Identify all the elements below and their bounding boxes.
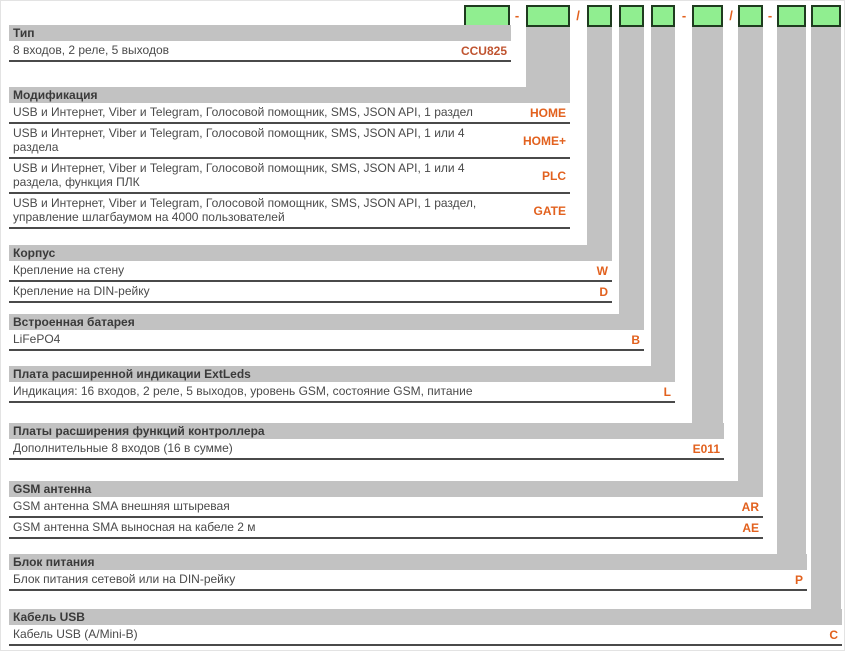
option-text: USB и Интернет, Viber и Telegram, Голосо… xyxy=(13,105,473,119)
option-row: Крепление на DIN-рейку D xyxy=(9,282,612,303)
code-box-expansion xyxy=(692,5,723,27)
section-title: Блок питания xyxy=(9,554,807,570)
connector-column-extleds xyxy=(651,25,675,382)
section-expansion-boards: Платы расширения функций контроллера Доп… xyxy=(9,423,724,460)
connector-column-expansion xyxy=(692,25,723,439)
option-text: Крепление на стену xyxy=(13,263,125,277)
section-usb-cable: Кабель USB Кабель USB (A/Mini-B) C xyxy=(9,609,842,646)
option-code: C xyxy=(829,627,838,642)
connector-column-battery xyxy=(619,25,644,330)
option-row: Крепление на стену W xyxy=(9,261,612,282)
section-title: Модификация xyxy=(9,87,570,103)
option-text: GSM антенна SMA выносная на кабеле 2 м xyxy=(13,520,256,534)
option-code: P xyxy=(794,572,803,587)
code-box-antenna xyxy=(738,5,763,27)
connector-column-power xyxy=(777,25,806,570)
option-row: LiFePO4 B xyxy=(9,330,644,351)
option-row: USB и Интернет, Viber и Telegram, Голосо… xyxy=(9,124,570,159)
code-separator-slash: / xyxy=(576,8,580,23)
option-code: D xyxy=(599,284,608,299)
option-row: USB и Интернет, Viber и Telegram, Голосо… xyxy=(9,194,570,229)
option-text: Кабель USB (A/Mini-B) xyxy=(13,627,138,641)
option-row: Дополнительные 8 входов (16 в сумме) E01… xyxy=(9,439,724,460)
section-title: Встроенная батарея xyxy=(9,314,644,330)
section-title: Кабель USB xyxy=(9,609,842,625)
option-text: 8 входов, 2 реле, 5 выходов xyxy=(13,43,170,57)
option-row: Блок питания сетевой или на DIN-рейку P xyxy=(9,570,807,591)
section-title: Корпус xyxy=(9,245,612,261)
option-code: GATE xyxy=(533,203,566,218)
option-row: GSM антенна SMA выносная на кабеле 2 м A… xyxy=(9,518,763,539)
option-text: USB и Интернет, Viber и Telegram, Голосо… xyxy=(13,126,465,154)
code-box-case xyxy=(587,5,612,27)
option-code: AR xyxy=(741,499,759,514)
option-text: Блок питания сетевой или на DIN-рейку xyxy=(13,572,236,586)
code-box-power xyxy=(777,5,806,27)
option-text: GSM антенна SMA внешняя штыревая xyxy=(13,499,230,513)
option-code: CCU825 xyxy=(460,43,507,58)
option-code: B xyxy=(631,332,640,347)
code-box-usb xyxy=(811,5,841,27)
option-code: AE xyxy=(742,520,759,535)
option-row: Индикация: 16 входов, 2 реле, 5 выходов,… xyxy=(9,382,675,403)
code-box-battery xyxy=(619,5,644,27)
section-title: Тип xyxy=(9,25,511,41)
option-text: Крепление на DIN-рейку xyxy=(13,284,150,298)
option-code: HOME xyxy=(530,105,566,120)
connector-column-antenna xyxy=(738,25,763,497)
option-code: W xyxy=(596,263,608,278)
code-separator-slash: / xyxy=(729,8,733,23)
code-separator-dash: - xyxy=(767,8,773,23)
option-code: L xyxy=(663,384,671,399)
option-row: Кабель USB (A/Mini-B) C xyxy=(9,625,842,646)
code-box-modification xyxy=(526,5,570,27)
section-type: Тип 8 входов, 2 реле, 5 выходов CCU825 xyxy=(9,25,511,62)
section-power-supply: Блок питания Блок питания сетевой или на… xyxy=(9,554,807,591)
section-title: GSM антенна xyxy=(9,481,763,497)
option-text: Дополнительные 8 входов (16 в сумме) xyxy=(13,441,233,455)
option-row: 8 входов, 2 реле, 5 выходов CCU825 xyxy=(9,41,511,62)
section-modification: Модификация USB и Интернет, Viber и Tele… xyxy=(9,87,570,229)
option-text: Индикация: 16 входов, 2 реле, 5 выходов,… xyxy=(13,384,473,398)
section-gsm-antenna: GSM антенна GSM антенна SMA внешняя штыр… xyxy=(9,481,763,539)
option-text: USB и Интернет, Viber и Telegram, Голосо… xyxy=(13,161,465,189)
connector-column-usb xyxy=(811,25,841,625)
section-title: Платы расширения функций контроллера xyxy=(9,423,724,439)
option-text: USB и Интернет, Viber и Telegram, Голосо… xyxy=(13,196,477,224)
option-code: E011 xyxy=(692,441,720,456)
section-battery: Встроенная батарея LiFePO4 B xyxy=(9,314,644,351)
option-code: HOME+ xyxy=(522,133,566,148)
option-row: GSM антенна SMA внешняя штыревая AR xyxy=(9,497,763,518)
code-box-type xyxy=(464,5,510,27)
option-text: LiFePO4 xyxy=(13,332,61,346)
option-row: USB и Интернет, Viber и Telegram, Голосо… xyxy=(9,103,570,124)
section-title: Плата расширенной индикации ExtLeds xyxy=(9,366,675,382)
code-box-extleds xyxy=(651,5,675,27)
option-code: PLC xyxy=(542,168,566,183)
code-separator-dash: - xyxy=(514,8,520,23)
section-extleds: Плата расширенной индикации ExtLeds Инди… xyxy=(9,366,675,403)
option-row: USB и Интернет, Viber и Telegram, Голосо… xyxy=(9,159,570,194)
section-case: Корпус Крепление на стену W Крепление на… xyxy=(9,245,612,303)
connector-column-case xyxy=(587,25,612,261)
code-separator-dash: - xyxy=(681,8,687,23)
